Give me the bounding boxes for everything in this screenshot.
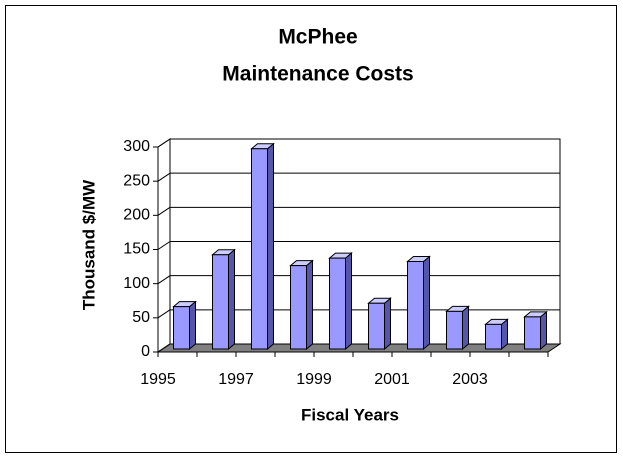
grid-line (157, 343, 171, 353)
grid-line (157, 206, 171, 216)
bar-face (306, 259, 313, 351)
bar (406, 255, 431, 351)
bar-face (446, 310, 463, 350)
bar (523, 310, 548, 351)
grid-line (157, 138, 171, 148)
grid-line (157, 172, 171, 182)
bar-face (228, 248, 235, 351)
bar-face (290, 265, 307, 350)
bar (250, 142, 275, 351)
x-tick-label: 1999 (296, 371, 332, 388)
bar-face (368, 302, 385, 350)
bar-face (345, 252, 352, 351)
bar-face (423, 255, 430, 351)
x-tick-label: 1995 (140, 371, 176, 388)
bar-face (384, 297, 391, 351)
bar (328, 252, 353, 351)
bar (484, 318, 509, 351)
bar (445, 305, 470, 351)
bar-face (407, 261, 424, 350)
bar-face (329, 257, 346, 350)
y-axis-title: Thousand $/MW (79, 179, 98, 310)
bar (172, 300, 197, 351)
bar-face (540, 310, 547, 351)
y-tick-label: 150 (123, 241, 150, 258)
bar-face (212, 254, 229, 350)
bar-face (524, 316, 541, 350)
bar (289, 259, 314, 351)
grid-line (157, 275, 171, 285)
x-tick-label: 1997 (218, 371, 254, 388)
y-tick-label: 50 (132, 309, 150, 326)
chart-title: McPhee (278, 26, 357, 49)
grid-line (157, 309, 171, 319)
bar-face (251, 148, 268, 350)
bar-face (189, 300, 196, 351)
bar-face (173, 306, 190, 350)
x-tick-label: 2001 (374, 371, 410, 388)
y-tick-label: 250 (123, 172, 150, 189)
y-tick-label: 300 (123, 138, 150, 155)
grid-line (157, 241, 171, 250)
x-axis-title: Fiscal Years (301, 405, 399, 424)
x-tick-label: 2003 (452, 371, 488, 388)
bar-face (267, 142, 274, 351)
chart-title: Maintenance Costs (222, 63, 413, 86)
bar-face (462, 305, 469, 351)
y-tick-label: 0 (141, 343, 150, 360)
bar (367, 297, 392, 351)
bar (211, 248, 236, 351)
bar-face (485, 323, 502, 350)
y-tick-label: 200 (123, 207, 150, 224)
y-tick-label: 100 (123, 275, 150, 292)
